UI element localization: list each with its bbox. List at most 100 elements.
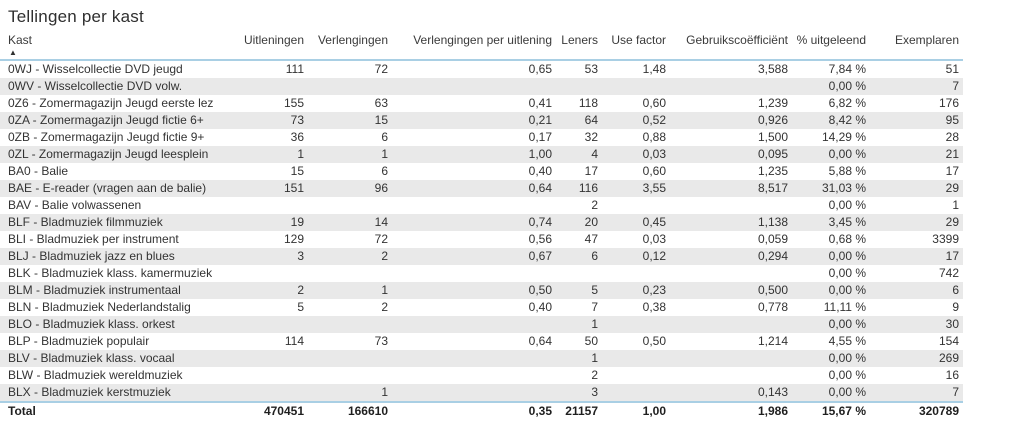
value-cell: 16 xyxy=(945,368,959,382)
value-cell: 0,68 % xyxy=(828,232,866,246)
value-cell: 73 xyxy=(232,112,308,129)
column-header-uitleningen[interactable]: Uitleningen xyxy=(232,30,308,61)
column-header-label: Uitleningen xyxy=(243,33,304,47)
value-cell xyxy=(670,316,792,333)
value-cell: 7 xyxy=(870,78,963,95)
value-cell xyxy=(308,265,392,282)
table-row: BLW - Bladmuziek wereldmuziek 2 0,00 % 16 xyxy=(0,367,963,384)
page-title: Tellingen per kast xyxy=(8,7,144,26)
value-cell: 269 xyxy=(870,350,963,367)
table-row: 0Z6 - Zomermagazijn Jeugd eerste lez 155 6… xyxy=(0,95,963,112)
value-cell xyxy=(392,316,556,333)
column-header-verlengingen[interactable]: Verlengingen xyxy=(308,30,392,61)
column-header-label: Leners xyxy=(561,33,598,47)
value-cell xyxy=(602,350,670,367)
column-header-verlengingen-per-uitlening[interactable]: Verlengingen per uitlening xyxy=(392,30,556,61)
value-cell: 30 xyxy=(870,316,963,333)
table-row: BLX - Bladmuziek kerstmuziek 1 3 0,143 0,00 … xyxy=(0,384,963,402)
kast-cell: BLX - Bladmuziek kerstmuziek xyxy=(0,384,232,402)
column-header-gebruiksco-ffici-nt[interactable]: Gebruikscoëfficiënt xyxy=(670,30,792,61)
kast-cell: BLP - Bladmuziek populair xyxy=(8,334,150,348)
column-header-label: Gebruikscoëfficiënt xyxy=(686,33,788,47)
kast-cell: 0ZL - Zomermagazijn Jeugd leesplein xyxy=(0,146,232,163)
column-header-exemplaren[interactable]: Exemplaren xyxy=(870,30,963,61)
kast-cell: BLN - Bladmuziek Nederlandstalig xyxy=(8,300,191,314)
table-row: 0WV - Wisselcollectie DVD volw. 0,00 % 7 xyxy=(0,78,963,95)
value-cell xyxy=(232,197,308,214)
value-cell: 176 xyxy=(938,96,959,110)
kast-cell: 0WV - Wisselcollectie DVD volw. xyxy=(0,78,232,95)
total-label-cell: Total xyxy=(0,401,232,420)
value-cell xyxy=(556,265,602,282)
value-cell: 0,12 xyxy=(602,248,670,265)
value-cell: 17 xyxy=(584,164,598,178)
value-cell: 5 xyxy=(556,282,602,299)
value-cell: 1,138 xyxy=(670,214,792,231)
value-cell xyxy=(602,367,670,384)
value-cell: 129 xyxy=(283,232,304,246)
value-cell: 6 xyxy=(381,164,388,178)
total-value-cell: 0,35 xyxy=(392,401,556,420)
kast-cell: BLM - Bladmuziek instrumentaal xyxy=(0,282,232,299)
kast-cell: BLV - Bladmuziek klass. vocaal xyxy=(0,350,232,367)
value-cell xyxy=(232,78,308,95)
value-cell: 3,45 % xyxy=(792,214,870,231)
value-cell xyxy=(602,384,670,402)
value-cell: 0,00 % xyxy=(792,248,870,265)
kast-cell: BLK - Bladmuziek klass. kamermuziek xyxy=(8,266,213,280)
total-value-cell: 21157 xyxy=(556,401,602,420)
value-cell: 1 xyxy=(308,282,392,299)
value-cell xyxy=(556,78,602,95)
value-cell: 0,64 xyxy=(528,334,552,348)
kast-cell: BLF - Bladmuziek filmmuziek xyxy=(0,214,232,231)
table-row: BLM - Bladmuziek instrumentaal 2 1 0,50 5 0,2… xyxy=(0,282,963,299)
value-cell: 2 xyxy=(591,368,598,382)
table-row: BA0 - Balie 15 6 0,40 17 0,60 1,235 5,88 % 17 xyxy=(0,163,963,180)
value-cell: 1,00 xyxy=(392,146,556,163)
value-cell: 0,926 xyxy=(670,112,792,129)
table-row: 0ZA - Zomermagazijn Jeugd fictie 6+ 73 15 0… xyxy=(0,112,963,129)
value-cell: 0,778 xyxy=(757,300,788,314)
column-header-uitgeleend[interactable]: % uitgeleend xyxy=(792,30,870,61)
value-cell xyxy=(232,350,308,367)
value-cell: 14,29 % xyxy=(821,130,866,144)
value-cell: 0,40 xyxy=(528,300,552,314)
value-cell: 73 xyxy=(374,334,388,348)
value-cell: 3,588 xyxy=(757,62,788,76)
value-cell: 0,45 xyxy=(602,214,670,231)
value-cell: 0,294 xyxy=(670,248,792,265)
value-cell xyxy=(232,265,308,282)
value-cell: 1 xyxy=(232,146,308,163)
table-row: BLV - Bladmuziek klass. vocaal 1 0,00 % 269 xyxy=(0,350,963,367)
value-cell: 17 xyxy=(945,164,959,178)
value-cell: 0,00 % xyxy=(792,316,870,333)
value-cell: 96 xyxy=(308,180,392,197)
value-cell: 15 xyxy=(290,164,304,178)
value-cell: 11,11 % xyxy=(823,300,866,314)
table-body: 0WJ - Wisselcollectie DVD jeugd 111 72 0,65… xyxy=(0,60,963,402)
value-cell: 1 xyxy=(308,146,392,163)
value-cell xyxy=(392,384,556,402)
kast-cell: 0WJ - Wisselcollectie DVD jeugd xyxy=(8,62,183,76)
column-header-leners[interactable]: Leners xyxy=(556,30,602,61)
value-cell: 2 xyxy=(232,282,308,299)
column-header-kast[interactable]: Kast ▲ xyxy=(0,30,232,61)
kast-cell: BLJ - Bladmuziek jazz en blues xyxy=(0,248,232,265)
value-cell xyxy=(602,78,670,95)
table-row: BLO - Bladmuziek klass. orkest 1 0,00 % 30 xyxy=(0,316,963,333)
value-cell: 111 xyxy=(285,62,304,76)
value-cell: 0,00 % xyxy=(792,78,870,95)
table-row: BLP - Bladmuziek populair 114 73 0,64 50 0,50… xyxy=(0,333,963,350)
value-cell: 0,74 xyxy=(392,214,556,231)
value-cell: 64 xyxy=(556,112,602,129)
value-cell: 7 xyxy=(870,384,963,402)
value-cell: 1,214 xyxy=(757,334,788,348)
value-cell: 0,40 xyxy=(528,164,552,178)
value-cell: 0,50 xyxy=(642,334,666,348)
value-cell xyxy=(392,367,556,384)
column-header-use-factor[interactable]: Use factor xyxy=(602,30,670,61)
value-cell: 5,88 % xyxy=(828,164,866,178)
value-cell: 0,00 % xyxy=(792,282,870,299)
value-cell: 1 xyxy=(556,316,602,333)
column-header-label: Verlengingen xyxy=(317,33,388,47)
